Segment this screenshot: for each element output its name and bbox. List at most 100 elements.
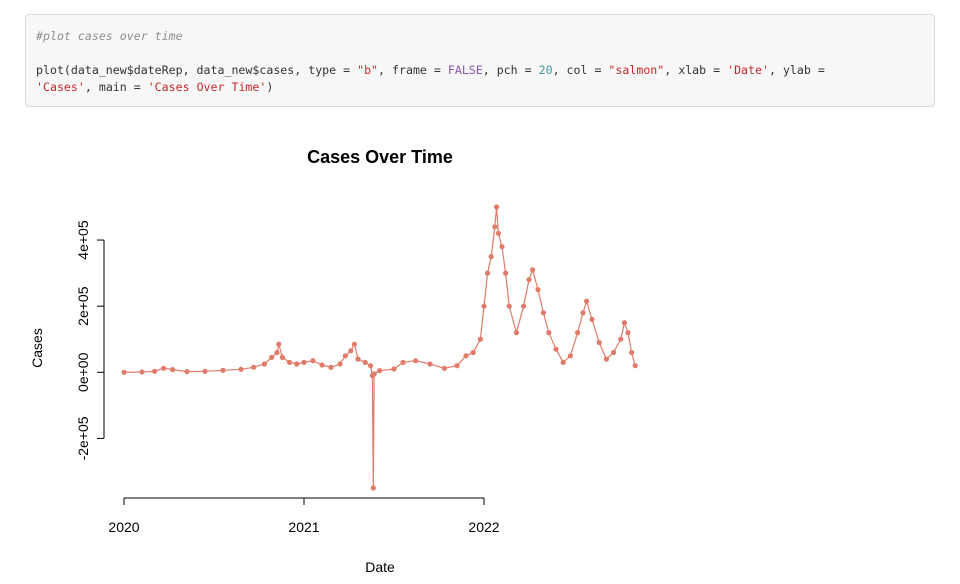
data-point (362, 359, 368, 365)
data-point (530, 267, 536, 273)
code-block: #plot cases over time plot(data_new$date… (25, 14, 935, 107)
code-token: , col = (552, 63, 609, 77)
data-point (441, 365, 447, 371)
data-point (560, 359, 566, 365)
data-point (251, 364, 257, 370)
code-token: 20 (538, 63, 553, 77)
code-token: ) (266, 80, 274, 94)
data-point (575, 330, 581, 336)
data-point (499, 244, 505, 250)
code-token: "b" (357, 63, 379, 77)
code-blank-line (36, 45, 924, 62)
data-point (310, 358, 316, 364)
data-point (546, 330, 552, 336)
data-point (202, 368, 208, 374)
code-token: , xlab = (664, 63, 728, 77)
chart-title: Cases Over Time (307, 147, 453, 167)
data-point (152, 368, 158, 374)
code-token: , frame = (378, 63, 448, 77)
data-point (238, 366, 244, 372)
data-point (463, 353, 469, 359)
code-token: , ylab = (768, 63, 825, 77)
code-token: , main = (84, 80, 148, 94)
data-point (368, 363, 374, 369)
data-point (621, 320, 628, 326)
chart: Cases Over Time -2e+05 0e+00 2e+05 4e+05 20… (29, 147, 638, 575)
data-point (580, 310, 586, 316)
code-token: "salmon" (608, 63, 665, 77)
code-token: , pch = (482, 63, 539, 77)
data-point (506, 303, 512, 309)
data-point (279, 354, 285, 360)
data-point (567, 353, 574, 359)
data-point (294, 361, 300, 367)
code-token: FALSE (447, 63, 483, 77)
data-point (348, 348, 354, 354)
data-point (632, 363, 638, 369)
data-point (495, 230, 501, 236)
data-point (470, 349, 476, 356)
y-tick-label: 4e+05 (75, 220, 91, 260)
data-point (319, 362, 325, 368)
data-point (400, 359, 406, 365)
data-point (596, 339, 602, 346)
data-point (611, 349, 617, 356)
data-point (603, 356, 610, 362)
data-point (503, 270, 509, 276)
y-axis-label: Cases (29, 328, 45, 368)
data-point (454, 363, 460, 369)
y-axis: -2e+05 0e+00 2e+05 4e+05 (75, 220, 105, 460)
data-point (618, 336, 624, 342)
data-point (328, 364, 334, 370)
data-point (287, 359, 293, 365)
data-point (413, 358, 419, 364)
data-point (526, 277, 532, 283)
data-point (337, 361, 343, 367)
code-token: plot(data_new$dateRep, data_new$cases, t… (36, 63, 358, 77)
series-line (123, 206, 636, 489)
data-point (351, 341, 357, 347)
code-token: 'Cases' (36, 80, 85, 94)
data-point (220, 367, 226, 373)
data-point (301, 359, 307, 365)
data-point (481, 303, 487, 309)
x-axis: 2020 2021 2022 (108, 497, 500, 535)
x-tick-label: 2020 (108, 519, 139, 535)
data-point (276, 341, 282, 347)
data-point (342, 353, 348, 359)
data-point (139, 369, 145, 375)
data-point (540, 310, 547, 316)
data-point (274, 349, 280, 356)
data-point (121, 369, 127, 375)
data-point (488, 254, 494, 260)
data-point (170, 367, 176, 373)
data-point (261, 361, 267, 367)
data-point (477, 336, 483, 342)
data-point (370, 485, 376, 491)
data-point (513, 330, 520, 336)
x-tick-label: 2021 (288, 519, 319, 535)
x-axis-label: Date (365, 559, 395, 575)
data-point (391, 366, 397, 372)
x-tick-label: 2022 (468, 519, 499, 535)
data-point (427, 361, 433, 367)
y-tick-label: -2e+05 (75, 416, 91, 460)
data-point (485, 270, 491, 276)
code-comment: #plot cases over time (36, 29, 183, 43)
data-point (584, 298, 590, 304)
code-token: 'Cases Over Time' (147, 80, 267, 94)
data-point (625, 330, 631, 336)
data-point (355, 356, 361, 362)
y-tick-label: 2e+05 (75, 286, 91, 326)
series-group (121, 204, 638, 491)
y-tick-label: 0e+00 (75, 352, 91, 392)
data-point (184, 369, 190, 375)
data-point (269, 354, 275, 360)
data-point (553, 346, 559, 352)
data-point (371, 371, 377, 377)
data-point (161, 365, 167, 371)
data-point (629, 349, 635, 356)
data-point (492, 224, 498, 230)
data-point (377, 368, 383, 374)
data-point (494, 204, 500, 210)
